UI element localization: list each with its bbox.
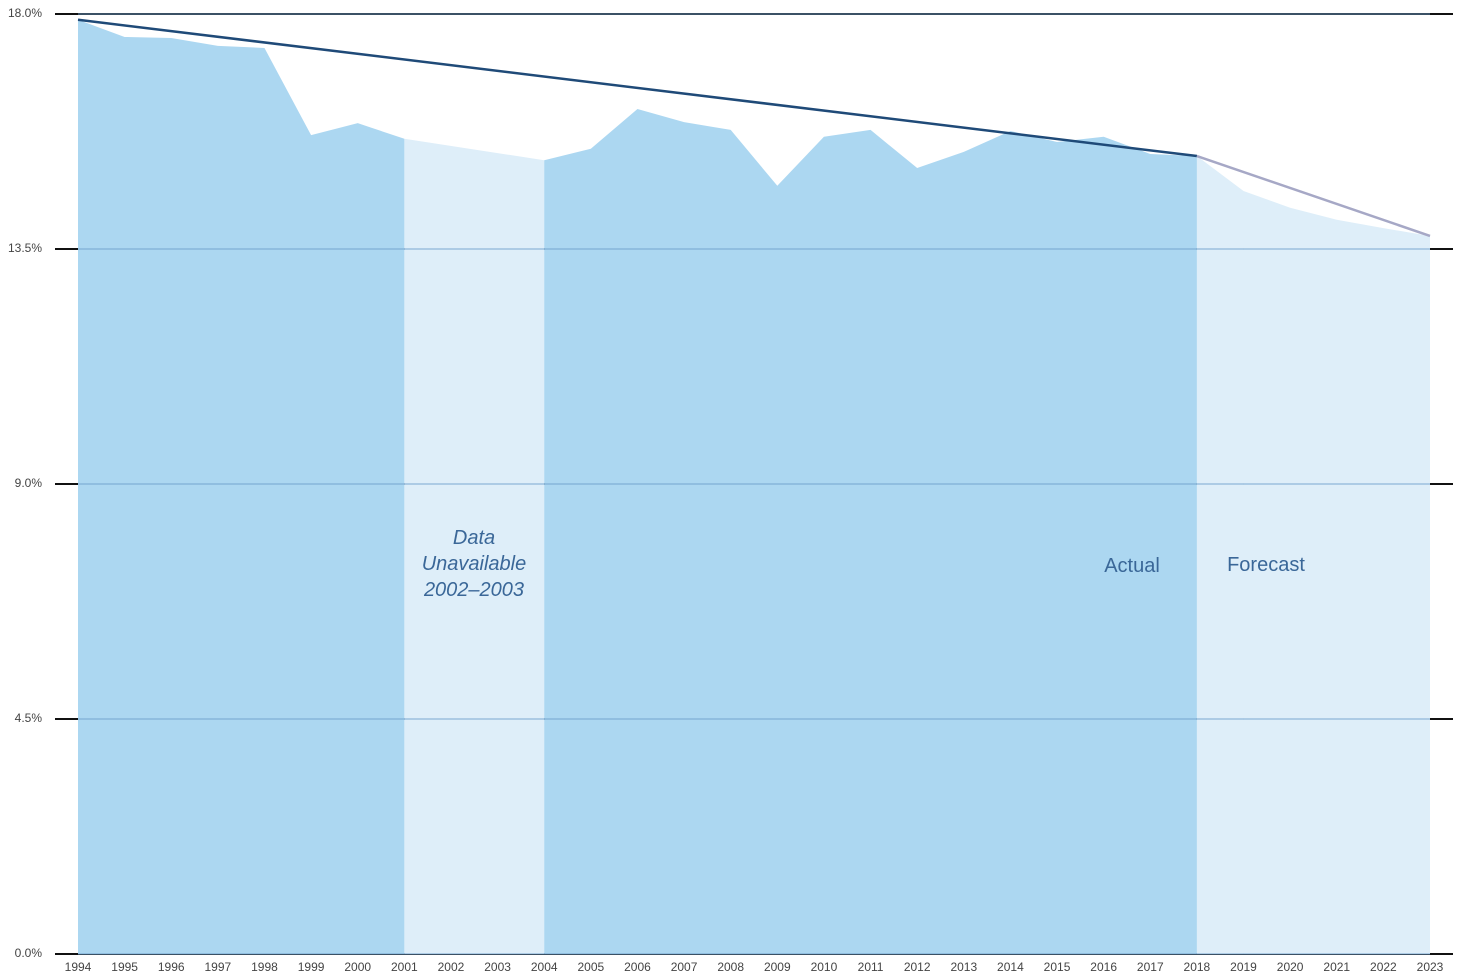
x-tick-label: 1999 [298, 960, 325, 974]
x-tick-label: 1994 [65, 960, 92, 974]
x-tick-label: 2012 [904, 960, 931, 974]
y-tick-label: 9.0% [15, 476, 43, 490]
area [1243, 191, 1430, 955]
annotation-line: Unavailable [422, 553, 527, 575]
x-tick-label: 2007 [671, 960, 698, 974]
x-tick-label: 2008 [717, 960, 744, 974]
annotation-line: Data [453, 527, 495, 549]
x-tick-label: 1997 [205, 960, 232, 974]
annotation: Data Unavailable 2002–2003 [422, 527, 527, 601]
area [78, 19, 405, 954]
x-tick-label: 2000 [344, 960, 371, 974]
annotation: Forecast [1227, 554, 1305, 576]
annotation-line: Actual [1104, 555, 1160, 577]
x-tick-label: 2005 [577, 960, 604, 974]
x-tick-label: 2013 [950, 960, 977, 974]
x-tick-label: 2004 [531, 960, 558, 974]
y-tick-label: 13.5% [8, 241, 42, 255]
x-tick-label: 2002 [438, 960, 465, 974]
annotation-line: Forecast [1227, 554, 1305, 576]
x-tick-label: 2020 [1277, 960, 1304, 974]
x-tick-label: 1998 [251, 960, 278, 974]
x-tick-label: 2017 [1137, 960, 1164, 974]
x-tick-label: 2016 [1090, 960, 1117, 974]
annotation: Actual [1104, 555, 1160, 577]
x-tick-label: 2010 [811, 960, 838, 974]
x-tick-label: 2021 [1323, 960, 1350, 974]
y-tick-label: 0.0% [15, 946, 43, 960]
x-tick-label: 2011 [858, 960, 884, 974]
x-tick-label: 2019 [1230, 960, 1257, 974]
x-tick-label: 2023 [1417, 960, 1444, 974]
x-tick-label: 2022 [1370, 960, 1397, 974]
y-tick-label: 18.0% [8, 6, 42, 20]
area [544, 109, 1197, 955]
x-tick-label: 1996 [158, 960, 185, 974]
x-tick-label: 1995 [111, 960, 138, 974]
trend-line [1196, 154, 1431, 238]
x-tick-label: 2014 [997, 960, 1024, 974]
y-tick-label: 4.5% [15, 711, 43, 725]
gap-area [1196, 156, 1244, 955]
x-tick-label: 2006 [624, 960, 651, 974]
x-tick-label: 2018 [1184, 960, 1211, 974]
x-tick-label: 2001 [391, 960, 418, 974]
x-tick-label: 2015 [1044, 960, 1071, 974]
annotation-line: 2002–2003 [423, 579, 524, 601]
x-tick-label: 2003 [484, 960, 511, 974]
gap-area [404, 138, 545, 955]
trend-line [77, 18, 1198, 158]
x-tick-label: 2009 [764, 960, 791, 974]
